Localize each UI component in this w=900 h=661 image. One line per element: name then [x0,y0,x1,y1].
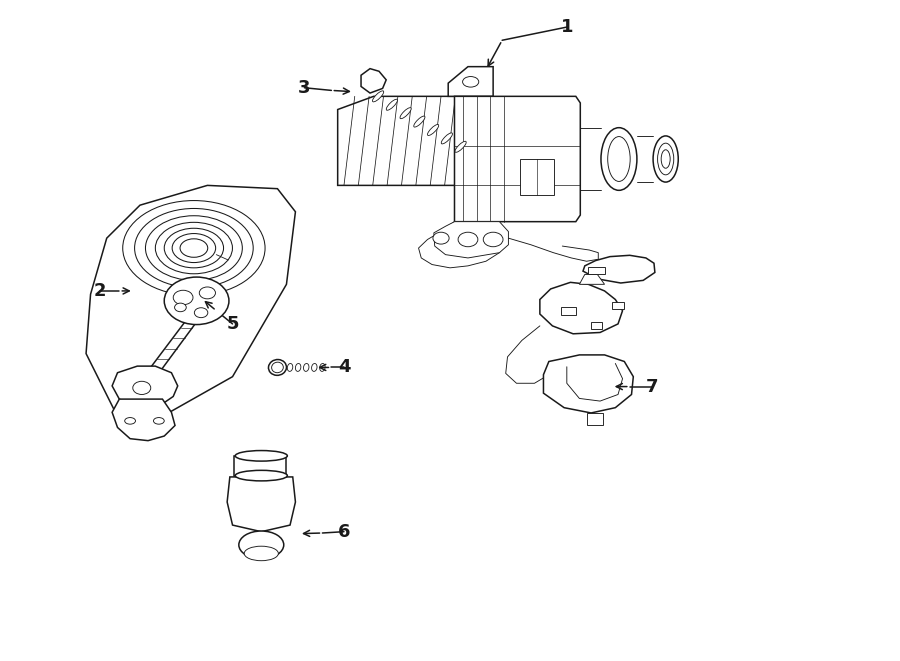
Text: 2: 2 [94,282,106,300]
Polygon shape [589,266,605,274]
Polygon shape [234,456,286,476]
Ellipse shape [235,451,287,461]
Polygon shape [361,69,386,93]
Ellipse shape [608,137,630,181]
Polygon shape [338,97,490,185]
Polygon shape [454,97,580,221]
Ellipse shape [244,546,278,561]
Ellipse shape [133,381,151,395]
Bar [562,307,576,315]
Ellipse shape [303,364,309,371]
Ellipse shape [458,232,478,247]
Polygon shape [86,185,295,416]
Text: 7: 7 [646,377,659,395]
Ellipse shape [287,364,292,371]
Ellipse shape [455,141,466,152]
Ellipse shape [653,136,679,182]
Polygon shape [112,399,175,441]
Text: 4: 4 [338,358,350,376]
Ellipse shape [428,124,438,136]
Bar [520,159,554,195]
Ellipse shape [238,531,284,559]
Ellipse shape [164,277,229,325]
Ellipse shape [320,364,325,371]
Ellipse shape [154,418,164,424]
Polygon shape [583,255,655,283]
Text: 5: 5 [226,315,239,333]
Ellipse shape [463,77,479,87]
Polygon shape [580,274,605,284]
Ellipse shape [433,232,449,244]
Ellipse shape [268,360,286,375]
Ellipse shape [272,362,284,373]
Ellipse shape [441,133,453,144]
Polygon shape [143,322,196,378]
Ellipse shape [414,116,425,127]
Ellipse shape [601,128,637,190]
Polygon shape [434,221,508,258]
Ellipse shape [400,108,411,119]
Ellipse shape [199,287,215,299]
Polygon shape [544,355,634,413]
Ellipse shape [373,91,383,102]
Polygon shape [540,282,623,334]
Polygon shape [227,477,295,531]
Ellipse shape [173,290,193,305]
Bar [591,322,602,329]
Ellipse shape [125,418,136,424]
Polygon shape [587,413,603,425]
Ellipse shape [194,308,208,318]
Ellipse shape [295,364,301,371]
Text: 6: 6 [338,523,350,541]
Polygon shape [112,366,177,408]
Ellipse shape [386,99,398,110]
Text: 3: 3 [298,79,310,97]
Text: 1: 1 [561,18,573,36]
Ellipse shape [175,303,186,312]
Ellipse shape [658,143,674,175]
Ellipse shape [662,150,670,169]
Ellipse shape [483,232,503,247]
Bar [612,302,625,309]
Polygon shape [448,67,493,97]
Ellipse shape [235,471,287,481]
Ellipse shape [311,364,317,371]
